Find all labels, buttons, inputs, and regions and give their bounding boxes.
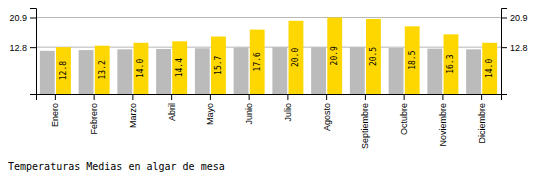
x-tick-mark <box>365 94 366 100</box>
x-tick: Enero <box>50 94 60 127</box>
x-tick: Noviembre <box>438 94 448 147</box>
x-tick: Septiembre <box>360 94 370 149</box>
x-tick-mark <box>132 94 133 100</box>
data-label: 14.4 <box>175 58 184 77</box>
bar <box>117 49 132 94</box>
bar <box>134 43 149 94</box>
data-label: 18.5 <box>408 50 417 69</box>
x-tick-mark <box>481 94 482 100</box>
y-tick: 12.8 <box>9 43 36 53</box>
y-tick-mark <box>30 47 36 48</box>
bar <box>482 43 497 94</box>
y2-axis: 12.8 20.9 <box>501 9 528 95</box>
chart-svg: 12.8 13.2 14.0 14.4 15.7 17.6 20.0 20.9 20.5 18.5… <box>0 0 537 174</box>
x-tick-mark <box>287 94 288 100</box>
grid-line <box>36 17 501 18</box>
x-tick: Mayo <box>205 94 215 125</box>
x-tick-label: Octubre <box>399 103 409 135</box>
x-tick-label: Agosto <box>322 103 332 131</box>
data-label: 13.2 <box>98 60 107 79</box>
x-tick-label: Enero <box>50 103 60 127</box>
x-tick-label: Mayo <box>205 103 215 125</box>
x-tick: Febrero <box>89 94 99 135</box>
bar <box>350 47 365 94</box>
x-tick-mark <box>210 94 211 100</box>
x-tick-label: Marzo <box>128 103 138 128</box>
bar <box>405 26 420 94</box>
x-tick-mark <box>55 94 56 100</box>
y2-tick-label: 12.8 <box>510 43 528 53</box>
bar <box>40 51 55 94</box>
data-label: 20.5 <box>369 47 378 66</box>
axis-line <box>30 9 37 95</box>
y-tick-mark <box>30 18 36 19</box>
x-tick-mark <box>404 94 405 100</box>
data-label: 14.0 <box>485 59 494 78</box>
data-labels: 12.8 13.2 14.0 14.4 15.7 17.6 20.0 20.9 20.5 18.5… <box>59 46 494 80</box>
data-label: 12.8 <box>59 61 68 80</box>
x-tick: Diciembre <box>477 94 487 144</box>
x-tick: Marzo <box>128 94 138 128</box>
x-tick: Abril <box>167 94 177 121</box>
y-tick-label: 12.8 <box>9 43 27 53</box>
bar <box>56 47 71 94</box>
bar <box>444 34 459 94</box>
bar <box>156 49 171 94</box>
axis-line <box>37 95 502 101</box>
x-tick: Junio <box>244 94 254 125</box>
bar-series <box>56 18 497 94</box>
x-tick-mark <box>249 94 250 100</box>
y-tick-label: 20.9 <box>9 13 27 23</box>
bar <box>289 21 304 94</box>
data-label: 20.9 <box>330 46 339 65</box>
bar <box>195 48 210 94</box>
y2-tick-mark <box>501 18 507 19</box>
x-tick-label: Diciembre <box>477 103 487 144</box>
plot: 12.8 13.2 14.0 14.4 15.7 17.6 20.0 20.9 20.5 18.5… <box>9 9 527 150</box>
x-tick-mark <box>326 94 327 100</box>
data-label: 20.0 <box>291 48 300 67</box>
y2-tick: 12.8 <box>501 43 528 53</box>
x-tick-label: Febrero <box>89 103 99 135</box>
bar <box>250 30 265 94</box>
x-tick-label: Junio <box>244 103 254 125</box>
x-tick-mark <box>171 94 172 100</box>
x-tick: Octubre <box>399 94 409 135</box>
y2-tick: 20.9 <box>501 13 528 23</box>
y2-tick-label: 20.9 <box>510 13 528 23</box>
x-axis: Enero Febrero Marzo Abril Mayo Junio Julio Agos… <box>37 94 502 149</box>
bar <box>466 49 481 94</box>
x-tick: Agosto <box>322 94 332 131</box>
bar <box>95 46 110 94</box>
y-axis: 12.8 20.9 <box>9 9 36 95</box>
x-tick-label: Julio <box>283 103 293 122</box>
bar <box>389 48 404 94</box>
bar <box>366 19 381 94</box>
bars <box>40 18 497 94</box>
bar <box>234 48 249 94</box>
x-tick-mark <box>442 94 443 100</box>
data-label: 14.0 <box>136 59 145 78</box>
bar <box>327 18 342 94</box>
axis-line <box>502 9 508 95</box>
bar <box>272 47 287 94</box>
grid <box>36 18 501 48</box>
data-label: 15.7 <box>214 55 223 74</box>
y-tick: 20.9 <box>9 13 36 23</box>
x-tick-label: Abril <box>167 103 177 121</box>
bar <box>211 37 226 94</box>
y2-tick-mark <box>501 47 507 48</box>
data-label: 16.3 <box>446 54 455 73</box>
bar <box>427 49 442 94</box>
x-tick-label: Septiembre <box>360 103 370 149</box>
x-tick: Julio <box>283 94 293 122</box>
bar <box>172 41 187 94</box>
x-tick-label: Noviembre <box>438 103 448 147</box>
title: Temperaturas Medias en algar de mesa <box>8 161 225 172</box>
x-tick-mark <box>94 94 95 100</box>
bar <box>311 47 326 94</box>
data-label: 17.6 <box>253 52 262 71</box>
bar <box>79 50 94 94</box>
